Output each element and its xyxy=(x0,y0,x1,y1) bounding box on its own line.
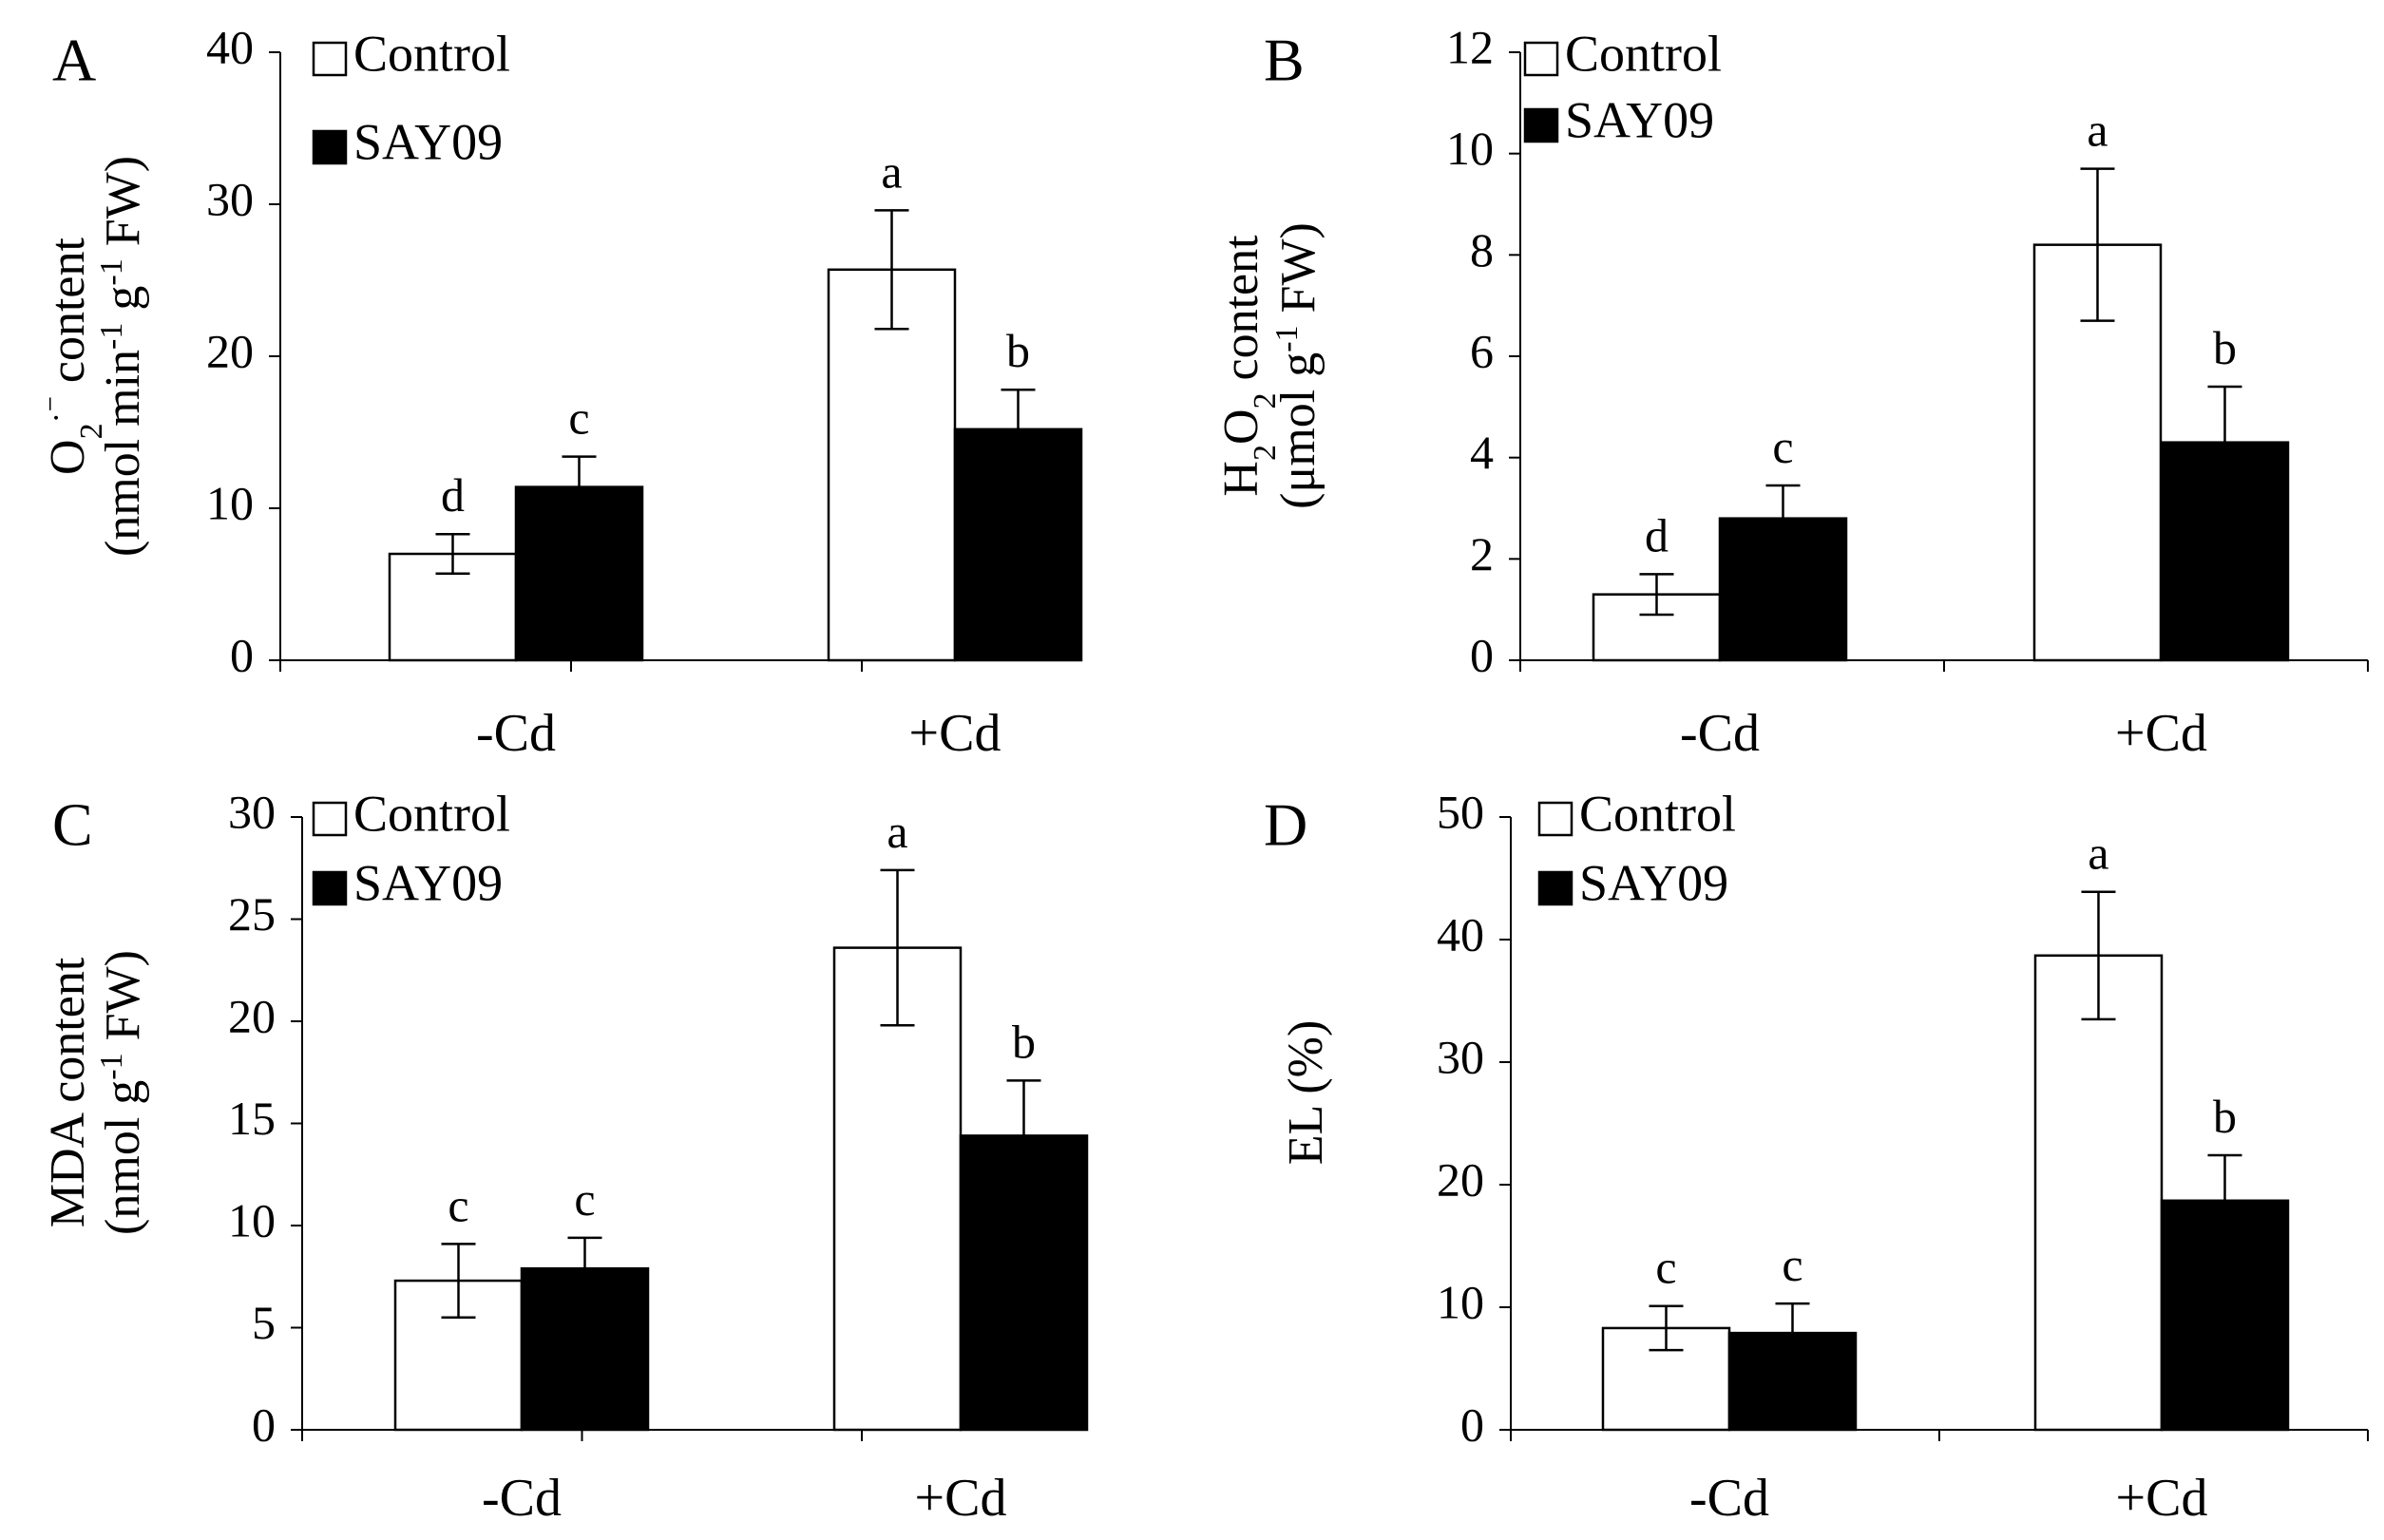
significance-letter: c xyxy=(448,1178,468,1231)
y-tick-label: 6 xyxy=(1470,324,1494,377)
y-tick-label: 0 xyxy=(230,628,254,681)
x-tick-label: +Cd xyxy=(2116,1469,2208,1528)
x-tick-label: +Cd xyxy=(2115,704,2207,763)
significance-letter: a xyxy=(881,144,902,198)
y-tick-label: 25 xyxy=(228,887,276,941)
y-tick-label: 30 xyxy=(228,785,276,838)
legend-label: Control xyxy=(353,785,510,842)
y-tick-label: 10 xyxy=(1446,122,1494,175)
panel-label: B xyxy=(1264,27,1305,94)
y-tick-label: 10 xyxy=(228,1193,276,1246)
legend-label: Control xyxy=(1579,785,1736,842)
y-tick-label: 50 xyxy=(1437,785,1484,838)
significance-letter: d xyxy=(1645,508,1669,561)
y-axis-title-line2: (nmol g-1 FW) xyxy=(94,950,151,1235)
legend-swatch-control xyxy=(312,41,348,77)
significance-letter: c xyxy=(1772,420,1793,473)
y-tick-label: 10 xyxy=(1437,1275,1484,1328)
x-tick-label: +Cd xyxy=(915,1469,1007,1528)
significance-letter: b xyxy=(1012,1015,1036,1068)
y-tick-label: 2 xyxy=(1470,527,1494,580)
y-axis-title-line1: EL (%) xyxy=(1279,1020,1333,1166)
panel-label: C xyxy=(52,791,93,859)
x-tick-label: +Cd xyxy=(909,704,1001,763)
y-tick-label: 8 xyxy=(1470,223,1494,276)
y-tick-label: 0 xyxy=(1460,1397,1484,1451)
legend-swatch-say09 xyxy=(312,129,348,165)
y-tick-label: 0 xyxy=(252,1397,276,1451)
legend-label: Control xyxy=(353,25,510,82)
y-tick-label: 20 xyxy=(1437,1152,1484,1206)
x-tick-label: -Cd xyxy=(1680,704,1760,763)
panel-label: D xyxy=(1264,791,1307,859)
significance-letter: c xyxy=(574,1172,595,1226)
y-axis-title-line1: H2O2 content xyxy=(1214,235,1283,497)
significance-letter: b xyxy=(2213,1090,2237,1143)
y-tick-label: 0 xyxy=(1470,628,1494,681)
y-tick-label: 12 xyxy=(1446,20,1494,73)
y-tick-label: 5 xyxy=(252,1296,276,1349)
legend-swatch-control xyxy=(1537,801,1573,837)
legend-swatch-control xyxy=(312,801,348,837)
chart-panel-A: A 0 10 20 30 40 -Cd +Cd d a c b Control SAY09 O2·⁻ con… xyxy=(39,20,1083,763)
y-tick-label: 30 xyxy=(206,172,254,225)
legend-label: Control xyxy=(1565,25,1722,82)
legend-label: SAY09 xyxy=(1565,91,1714,148)
y-axis-title-line2: (nmol min-1 g-1 FW) xyxy=(94,156,151,557)
chart-panel-D: D 0 10 20 30 40 50 -Cd +Cd c a c b Control SAY09 EL (%) xyxy=(1264,785,2369,1528)
significance-letter: a xyxy=(2088,827,2108,880)
y-tick-label: 4 xyxy=(1470,426,1494,479)
y-tick-label: 40 xyxy=(1437,907,1484,960)
chart-panel-C: C 0 5 10 15 20 25 30 -Cd +Cd c a c b Control SAY09 MDA c… xyxy=(41,785,1089,1528)
legend-label: SAY09 xyxy=(353,854,503,911)
legend-label: SAY09 xyxy=(1579,854,1728,911)
y-axis-title-line2: (μmol g-1 FW) xyxy=(1269,222,1326,509)
legend-swatch-control xyxy=(1523,41,1559,77)
bar-control-plus-cd xyxy=(827,268,957,662)
x-tick-label: -Cd xyxy=(476,704,556,763)
legend-swatch-say09 xyxy=(1523,107,1559,143)
legend-swatch-say09 xyxy=(1537,870,1573,906)
significance-letter: a xyxy=(887,805,907,858)
bar-control-plus-cd xyxy=(832,946,963,1432)
significance-letter: c xyxy=(568,391,589,445)
y-tick-label: 40 xyxy=(206,20,254,73)
y-tick-label: 15 xyxy=(228,1092,276,1145)
y-tick-label: 10 xyxy=(206,476,254,529)
significance-letter: c xyxy=(1782,1238,1802,1291)
x-tick-label: -Cd xyxy=(482,1469,562,1528)
significance-letter: b xyxy=(2213,321,2237,374)
y-axis-title-line1: MDA content xyxy=(41,957,95,1227)
significance-letter: d xyxy=(441,468,465,522)
y-tick-label: 20 xyxy=(206,324,254,377)
legend-label: SAY09 xyxy=(353,113,503,170)
y-tick-label: 20 xyxy=(228,989,276,1042)
x-tick-label: -Cd xyxy=(1689,1469,1769,1528)
significance-letter: c xyxy=(1655,1241,1676,1294)
panel-label: A xyxy=(52,27,96,94)
significance-letter: a xyxy=(2087,104,2107,157)
y-tick-label: 30 xyxy=(1437,1030,1484,1083)
legend-swatch-say09 xyxy=(312,870,348,906)
significance-letter: b xyxy=(1006,324,1030,377)
bar-control-plus-cd xyxy=(2033,954,2164,1432)
y-axis-title-line1: O2·⁻ content xyxy=(39,238,109,475)
chart-panel-B: B 0 2 4 6 8 10 12 -Cd +Cd d a c b Control SAY09 H2O2 con… xyxy=(1214,20,2369,763)
